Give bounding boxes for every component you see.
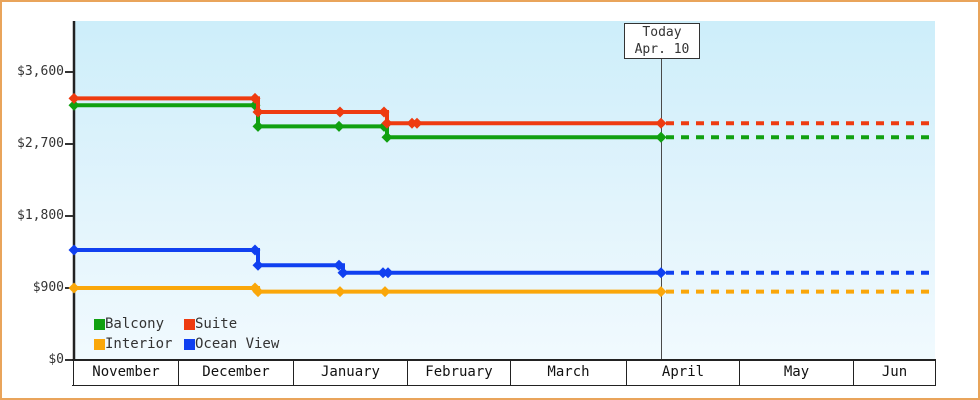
month-label-february: February	[407, 361, 510, 385]
today-label: Today	[642, 25, 682, 40]
series-marker-suite	[249, 92, 261, 104]
series-marker-balcony	[333, 120, 345, 132]
series-marker-ocean-view	[655, 267, 667, 279]
chart-legend: Balcony Suite Interior Ocean View	[94, 314, 279, 354]
legend-item-ocean-view: Ocean View	[184, 336, 279, 352]
month-label-april: April	[626, 361, 739, 385]
legend-label: Suite	[195, 316, 238, 332]
series-marker-interior	[655, 286, 667, 298]
series-marker-interior	[68, 282, 80, 294]
series-line-suite	[74, 96, 661, 126]
series-marker-ocean-view	[249, 244, 261, 256]
month-label-march: March	[510, 361, 626, 385]
month-label-january: January	[293, 361, 407, 385]
series-marker-suite	[381, 117, 393, 129]
series-line-interior	[74, 286, 661, 294]
series-marker-balcony	[381, 131, 393, 143]
y-tick-label: $2,700	[17, 136, 64, 151]
month-label-jun: Jun	[853, 361, 935, 385]
series-marker-suite	[68, 92, 80, 104]
series-marker-interior	[334, 286, 346, 298]
legend-item-balcony: Balcony	[94, 316, 184, 332]
legend-swatch-icon	[184, 318, 195, 330]
today-date: Apr. 10	[634, 42, 690, 57]
series-marker-ocean-view	[333, 259, 345, 271]
series-marker-suite	[252, 106, 264, 118]
chart-plot-area	[73, 21, 935, 360]
series-marker-ocean-view	[382, 267, 394, 279]
series-marker-ocean-view	[337, 267, 349, 279]
y-tick-label: $0	[48, 352, 64, 367]
series-marker-balcony	[655, 131, 667, 143]
month-label-may: May	[739, 361, 853, 385]
month-label-december: December	[178, 361, 293, 385]
series-marker-suite	[334, 106, 346, 118]
legend-swatch-icon	[184, 338, 195, 350]
series-marker-suite	[411, 117, 423, 129]
legend-row: Balcony Suite	[94, 314, 274, 334]
series-marker-interior	[252, 286, 264, 298]
legend-swatch-icon	[94, 338, 105, 350]
series-marker-ocean-view	[252, 259, 264, 271]
legend-item-interior: Interior	[94, 336, 184, 352]
series-marker-suite	[378, 106, 390, 118]
x-axis-month-row: November December January February March Apri…	[72, 359, 936, 386]
month-label-november: November	[73, 361, 178, 385]
y-tick-label: $1,800	[17, 208, 64, 223]
series-marker-balcony	[68, 99, 80, 111]
series-line-ocean-view	[74, 248, 661, 275]
legend-label: Balcony	[105, 316, 165, 332]
y-tick-label: $3,600	[17, 64, 64, 79]
today-annotation-box: Today Apr. 10	[624, 23, 700, 59]
legend-label: Interior	[105, 336, 173, 352]
series-marker-interior	[379, 286, 391, 298]
series-marker-ocean-view	[68, 244, 80, 256]
legend-item-suite: Suite	[184, 316, 274, 332]
series-marker-balcony	[252, 120, 264, 132]
y-tick-label: $900	[32, 280, 64, 295]
legend-swatch-icon	[94, 318, 105, 330]
series-marker-suite	[655, 117, 667, 129]
legend-label: Ocean View	[195, 336, 280, 352]
legend-row: Interior Ocean View	[94, 334, 279, 354]
